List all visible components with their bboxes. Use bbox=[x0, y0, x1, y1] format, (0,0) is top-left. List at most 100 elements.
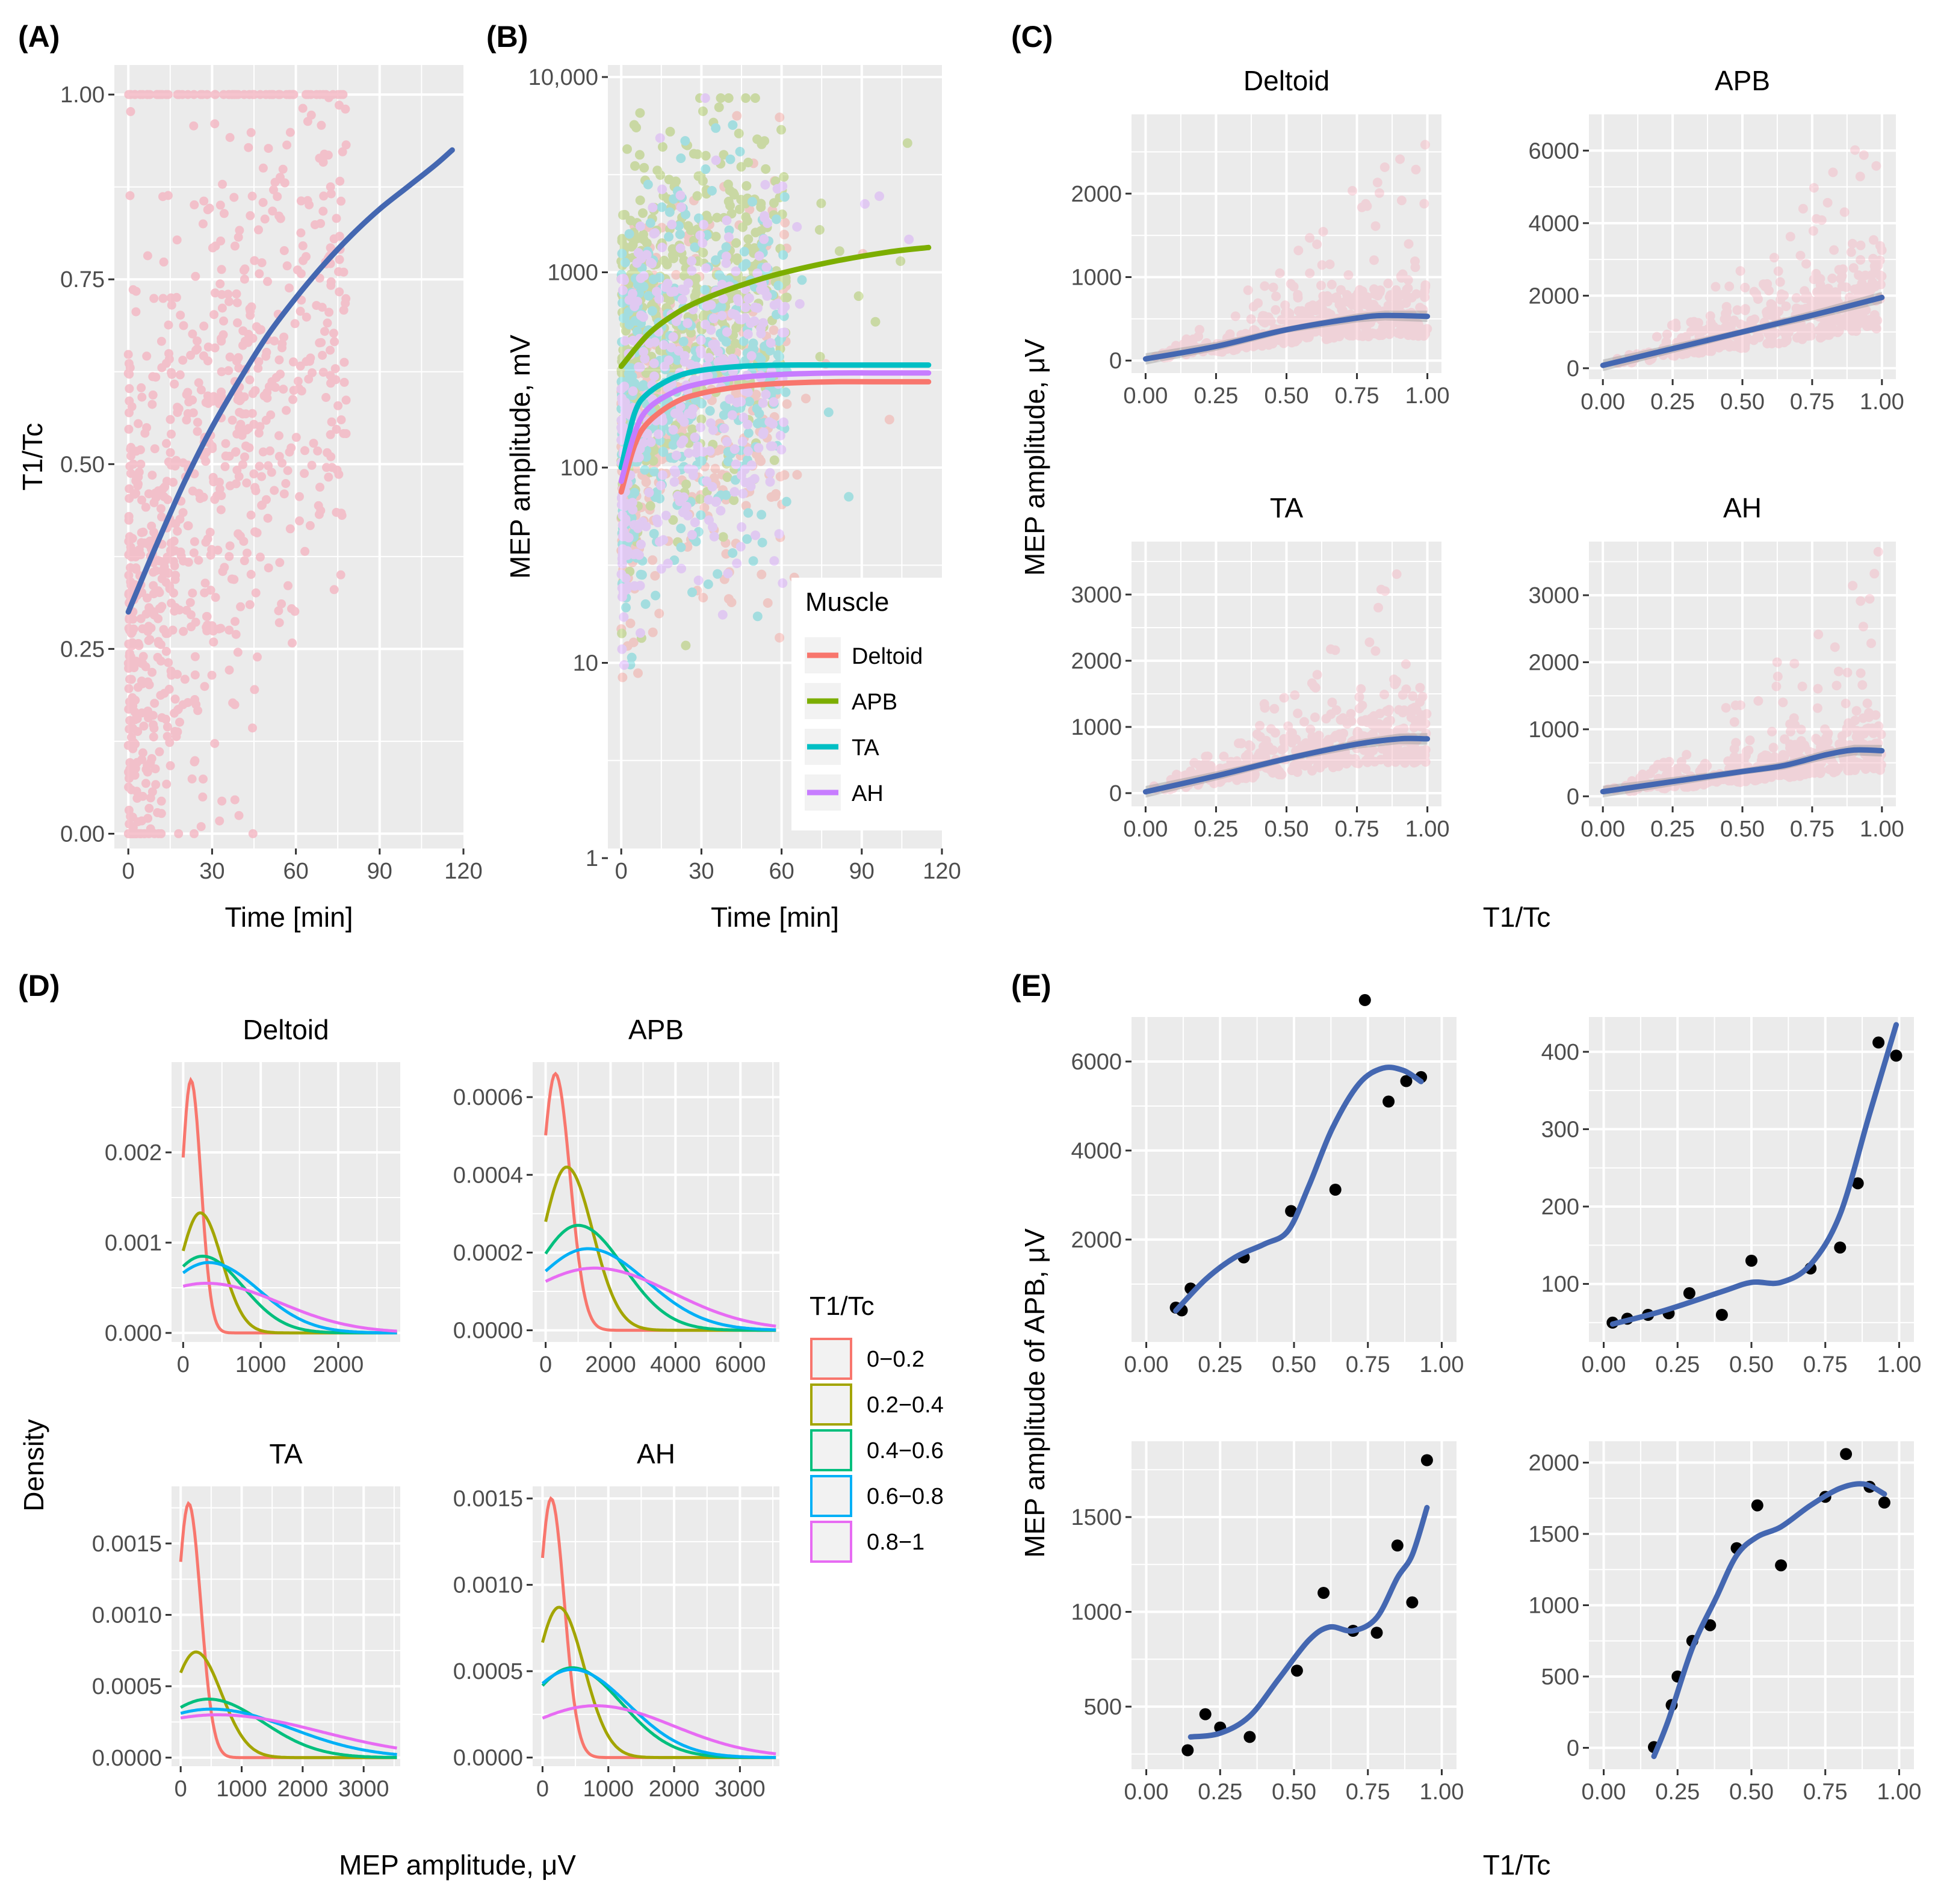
data-point bbox=[1772, 657, 1782, 667]
data-point bbox=[1361, 324, 1371, 335]
data-point bbox=[283, 581, 293, 590]
y-axis-title-a: T1/Tc bbox=[17, 423, 48, 490]
data-point bbox=[775, 420, 785, 430]
data-point bbox=[740, 303, 751, 312]
data-point bbox=[149, 610, 159, 620]
data-point bbox=[1853, 308, 1863, 318]
data-point bbox=[732, 111, 742, 121]
data-point bbox=[619, 274, 629, 283]
data-point bbox=[1857, 283, 1868, 293]
legend-key-d-3 bbox=[810, 1475, 852, 1517]
data-point bbox=[1268, 339, 1278, 349]
data-point bbox=[1741, 336, 1751, 347]
data-point bbox=[1848, 581, 1858, 591]
data-point bbox=[1762, 307, 1772, 317]
data-point bbox=[870, 317, 881, 327]
data-point bbox=[633, 301, 643, 311]
data-point bbox=[639, 282, 649, 292]
data-point bbox=[1265, 315, 1275, 326]
data-point bbox=[1860, 270, 1871, 280]
data-point bbox=[723, 440, 734, 451]
data-point bbox=[616, 377, 627, 387]
data-point bbox=[672, 354, 682, 365]
data-point bbox=[623, 517, 633, 527]
data-point bbox=[243, 548, 252, 558]
data-point bbox=[624, 400, 634, 410]
data-point bbox=[677, 475, 687, 485]
data-point bbox=[664, 207, 675, 217]
y-tick-label: 400 bbox=[1541, 1040, 1579, 1065]
data-point bbox=[1296, 306, 1307, 316]
data-point bbox=[690, 253, 701, 264]
data-point bbox=[196, 822, 206, 832]
data-point bbox=[1826, 319, 1836, 329]
data-point bbox=[730, 475, 740, 485]
data-point bbox=[815, 351, 825, 362]
data-point bbox=[641, 436, 651, 447]
data-point bbox=[1253, 298, 1263, 308]
data-point bbox=[732, 255, 743, 265]
data-point bbox=[723, 250, 734, 260]
data-point bbox=[754, 348, 764, 358]
data-point bbox=[637, 302, 648, 312]
data-point bbox=[683, 312, 693, 322]
data-point bbox=[1354, 758, 1364, 768]
data-point bbox=[714, 102, 724, 113]
data-point bbox=[771, 489, 781, 499]
data-point bbox=[336, 90, 345, 99]
data-point bbox=[1736, 343, 1746, 353]
data-point bbox=[1744, 745, 1754, 755]
legend-title-d: T1/Tc bbox=[810, 1291, 875, 1321]
data-point bbox=[1340, 325, 1351, 335]
x-tick-label: 0.00 bbox=[1581, 817, 1625, 842]
data-point bbox=[616, 384, 627, 394]
data-point bbox=[723, 334, 734, 344]
data-point bbox=[1721, 703, 1731, 713]
data-point bbox=[190, 537, 199, 546]
data-point bbox=[1185, 338, 1195, 348]
data-point bbox=[741, 291, 752, 301]
data-point bbox=[1808, 226, 1818, 236]
data-point bbox=[1734, 341, 1744, 351]
data-point bbox=[729, 444, 740, 454]
data-point bbox=[684, 258, 693, 268]
data-point bbox=[668, 348, 678, 359]
data-point bbox=[1259, 339, 1269, 349]
data-point bbox=[634, 150, 645, 160]
data-point bbox=[686, 496, 696, 506]
data-point bbox=[1414, 752, 1424, 762]
data-point bbox=[335, 176, 345, 186]
data-point bbox=[660, 433, 670, 443]
data-point bbox=[1236, 738, 1246, 749]
data-point bbox=[221, 439, 231, 448]
data-point bbox=[724, 240, 734, 250]
data-point bbox=[1295, 314, 1305, 324]
legend-title-b: Muscle bbox=[805, 587, 889, 617]
data-point bbox=[1373, 291, 1383, 301]
data-point bbox=[1767, 726, 1777, 737]
data-point bbox=[759, 240, 769, 250]
data-point bbox=[631, 265, 640, 275]
data-point bbox=[209, 310, 218, 320]
data-point bbox=[630, 487, 640, 498]
data-point bbox=[619, 246, 629, 256]
data-point bbox=[758, 259, 769, 269]
data-point bbox=[636, 539, 646, 549]
data-point bbox=[671, 270, 681, 280]
data-point bbox=[275, 174, 285, 184]
data-point bbox=[1686, 326, 1696, 336]
data-point bbox=[124, 684, 134, 693]
data-point bbox=[156, 796, 166, 806]
data-point bbox=[203, 342, 213, 352]
data-point bbox=[781, 387, 791, 397]
data-point bbox=[1326, 323, 1336, 333]
data-point bbox=[193, 418, 202, 427]
data-point bbox=[629, 333, 639, 343]
data-point bbox=[1865, 282, 1875, 292]
data-point bbox=[1878, 1496, 1890, 1509]
x-tick-label: 1.00 bbox=[1860, 817, 1904, 842]
x-tick-label: 90 bbox=[367, 859, 392, 884]
data-point bbox=[1343, 330, 1354, 340]
data-point bbox=[721, 296, 731, 306]
data-point bbox=[756, 323, 766, 333]
